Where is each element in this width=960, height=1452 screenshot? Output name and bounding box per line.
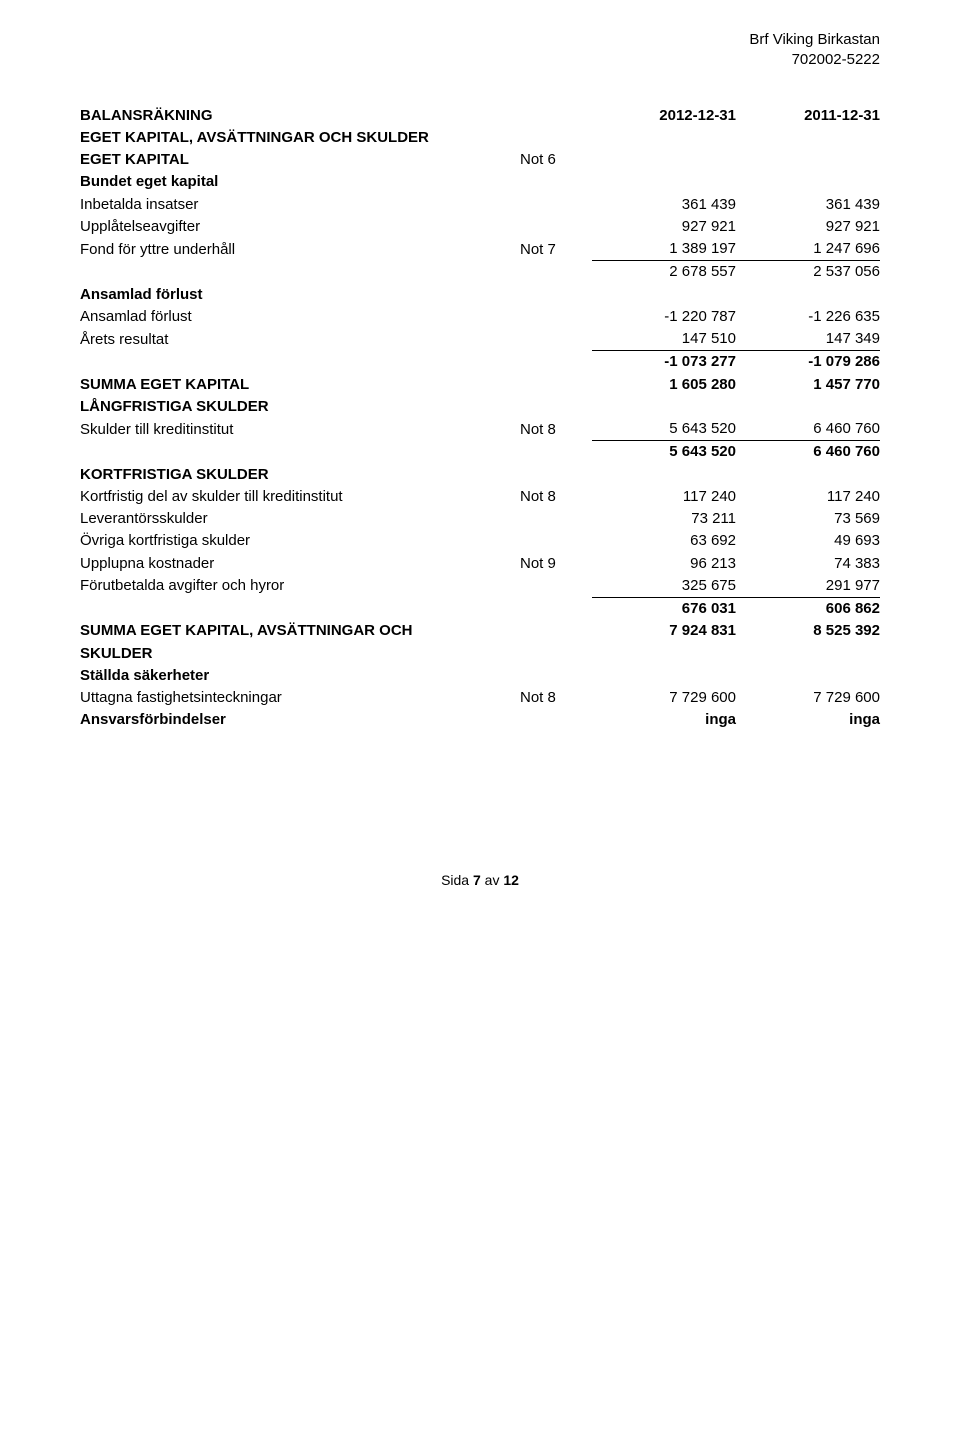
summa-ek-row: SUMMA EGET KAPITAL 1 605 280 1 457 770: [80, 374, 880, 396]
subtotal-row: 2 678 557 2 537 056: [80, 261, 880, 284]
eget-kapital-heading: EGET KAPITAL: [80, 149, 520, 171]
table-row: Årets resultat 147 510 147 349: [80, 328, 880, 351]
bundet-heading: Bundet eget kapital: [80, 171, 520, 193]
table-row: Upplupna kostnader Not 9 96 213 74 383: [80, 553, 880, 575]
org-number: 702002-5222: [792, 51, 880, 68]
stallda-heading: Ställda säkerheter: [80, 665, 520, 687]
subtotal-row: -1 073 277 -1 079 286: [80, 351, 880, 374]
eget-kapital-note: Not 6: [520, 149, 592, 171]
page-header: Brf Viking Birkastan 702002-5222: [80, 30, 880, 71]
col1-header: 2012-12-31: [592, 105, 736, 127]
main-heading: EGET KAPITAL, AVSÄTTNINGAR OCH SKULDER: [80, 127, 520, 149]
table-row: Leverantörsskulder 73 211 73 569: [80, 508, 880, 530]
report-title: BALANSRÄKNING: [80, 105, 520, 127]
table-row: Fond för yttre underhåll Not 7 1 389 197…: [80, 238, 880, 261]
table-row: Kortfristig del av skulder till kreditin…: [80, 486, 880, 508]
kortfristiga-heading: KORTFRISTIGA SKULDER: [80, 464, 520, 486]
page-footer: Sida 7 av 12: [80, 872, 880, 888]
summa-total-row: SUMMA EGET KAPITAL, AVSÄTTNINGAR OCH 7 9…: [80, 620, 880, 642]
balance-sheet-table: BALANSRÄKNING 2012-12-31 2011-12-31 EGET…: [80, 105, 880, 732]
company-name: Brf Viking Birkastan: [749, 31, 880, 48]
langfristiga-heading: LÅNGFRISTIGA SKULDER: [80, 396, 520, 418]
subtotal-row: 5 643 520 6 460 760: [80, 441, 880, 464]
ansamlad-heading: Ansamlad förlust: [80, 284, 520, 306]
ansvars-row: Ansvarsförbindelser inga inga: [80, 709, 880, 731]
table-row: Upplåtelseavgifter 927 921 927 921: [80, 216, 880, 238]
table-row: Inbetalda insatser 361 439 361 439: [80, 194, 880, 216]
col2-header: 2011-12-31: [736, 105, 880, 127]
table-row: Förutbetalda avgifter och hyror 325 675 …: [80, 575, 880, 598]
table-row: Uttagna fastighetsinteckningar Not 8 7 7…: [80, 687, 880, 709]
table-row: Övriga kortfristiga skulder 63 692 49 69…: [80, 530, 880, 552]
table-row: Ansamlad förlust -1 220 787 -1 226 635: [80, 306, 880, 328]
table-row: Skulder till kreditinstitut Not 8 5 643 …: [80, 418, 880, 441]
subtotal-row: 676 031 606 862: [80, 598, 880, 621]
